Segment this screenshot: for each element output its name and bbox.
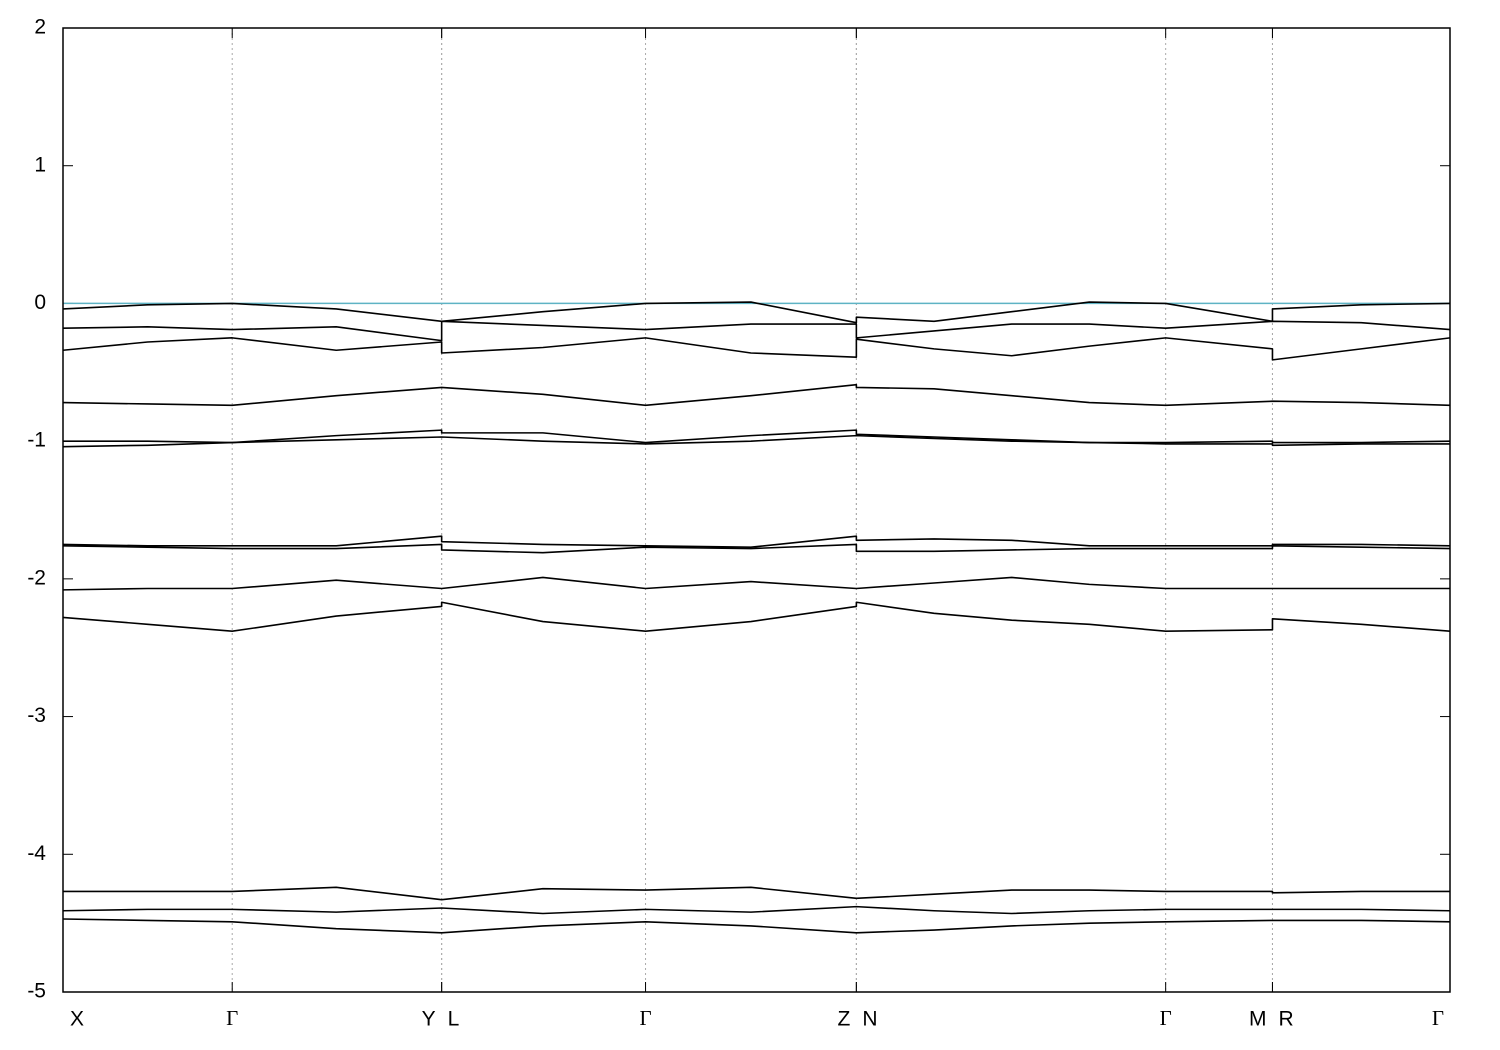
x-tick-label: Γ — [226, 1006, 238, 1030]
band-line — [62, 601, 1451, 632]
band-line — [62, 301, 1451, 324]
y-tick-label: -4 — [27, 842, 46, 865]
x-tick-label: R — [1278, 1008, 1293, 1031]
plot-frame — [62, 27, 1451, 993]
x-tick-label: Γ — [1432, 1006, 1444, 1030]
band-line — [62, 905, 1451, 915]
x-tick-label: Γ — [639, 1006, 651, 1030]
band-line — [63, 886, 1450, 901]
x-tick-label: Y — [422, 1008, 436, 1031]
band-line — [62, 535, 1451, 548]
y-tick-label: -1 — [27, 429, 46, 452]
y-tick-label: 2 — [34, 16, 46, 39]
y-tick-label: -5 — [27, 980, 46, 1003]
y-tick-label: -2 — [27, 566, 46, 589]
x-tick-label: X — [70, 1008, 84, 1031]
band-line — [62, 576, 1450, 591]
y-tick-label: 1 — [34, 153, 46, 176]
x-tick-label: Γ — [1160, 1006, 1172, 1030]
x-tick-label: M — [1249, 1008, 1267, 1031]
band-line — [62, 543, 1451, 554]
x-tick-label: N — [862, 1008, 877, 1031]
band-line — [62, 320, 1451, 342]
band-line — [62, 434, 1450, 448]
x-tick-label: L — [448, 1008, 460, 1031]
x-tick-label: Z — [838, 1008, 851, 1031]
band-line — [62, 337, 1451, 361]
band-line — [63, 429, 1451, 444]
band-line — [62, 383, 1451, 407]
y-tick-label: -3 — [27, 704, 46, 727]
band-line — [62, 918, 1451, 934]
y-tick-label: 0 — [34, 291, 46, 314]
